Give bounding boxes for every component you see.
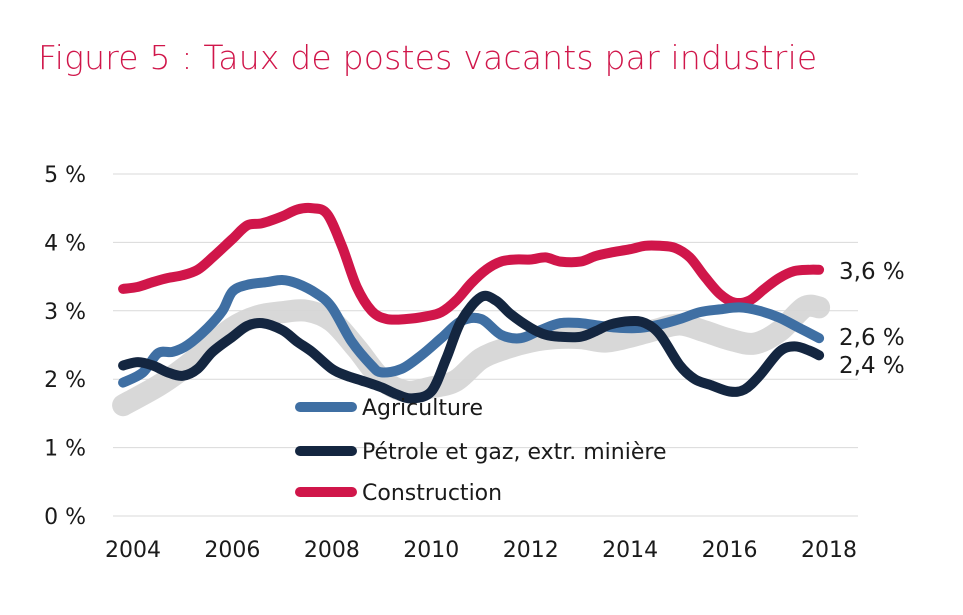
end-label-construction: 3,6 % xyxy=(839,259,905,285)
series-lines xyxy=(118,202,825,404)
range-band xyxy=(112,294,831,417)
x-tick-label: 2016 xyxy=(702,538,758,563)
series-line-construction xyxy=(118,202,825,325)
band-line xyxy=(112,294,831,417)
x-tick-label: 2008 xyxy=(304,538,360,563)
y-tick-label: 4 % xyxy=(44,231,86,256)
x-tick-label: 2012 xyxy=(503,538,559,563)
y-tick-label: 3 % xyxy=(44,300,86,325)
x-tick-label: 2010 xyxy=(403,538,459,563)
end-label-petrole: 2,4 % xyxy=(839,353,905,379)
y-axis-ticks: 0 % 1 % 2 % 3 % 4 % 5 % xyxy=(44,163,86,530)
x-tick-label: 2006 xyxy=(204,538,260,563)
x-tick-label: 2004 xyxy=(105,538,161,563)
y-tick-label: 5 % xyxy=(44,163,86,188)
x-tick-label: 2014 xyxy=(602,538,658,563)
series-line-petrole xyxy=(118,290,825,404)
y-tick-label: 1 % xyxy=(44,437,86,462)
x-tick-label: 2018 xyxy=(801,538,857,563)
y-tick-label: 0 % xyxy=(44,505,86,530)
end-label-agriculture: 2,6 % xyxy=(839,325,905,351)
series-line-agriculture xyxy=(118,274,825,388)
chart-title: Figure 5 : Taux de postes vacants par in… xyxy=(38,38,818,77)
legend-label-agriculture: Agriculture xyxy=(362,396,483,421)
legend-label-construction: Construction xyxy=(362,481,502,506)
legend: Agriculture Pétrole et gaz, extr. minière… xyxy=(295,396,666,506)
grid-lines xyxy=(113,173,858,517)
y-tick-label: 2 % xyxy=(44,368,86,393)
end-labels: 2,6 %2,4 % 3,6 % xyxy=(839,259,905,379)
legend-label-petrole: Pétrole et gaz, extr. minière xyxy=(362,440,666,465)
x-axis-ticks: 2004 2006 2008 2010 2012 2014 2016 2018 xyxy=(105,538,857,563)
